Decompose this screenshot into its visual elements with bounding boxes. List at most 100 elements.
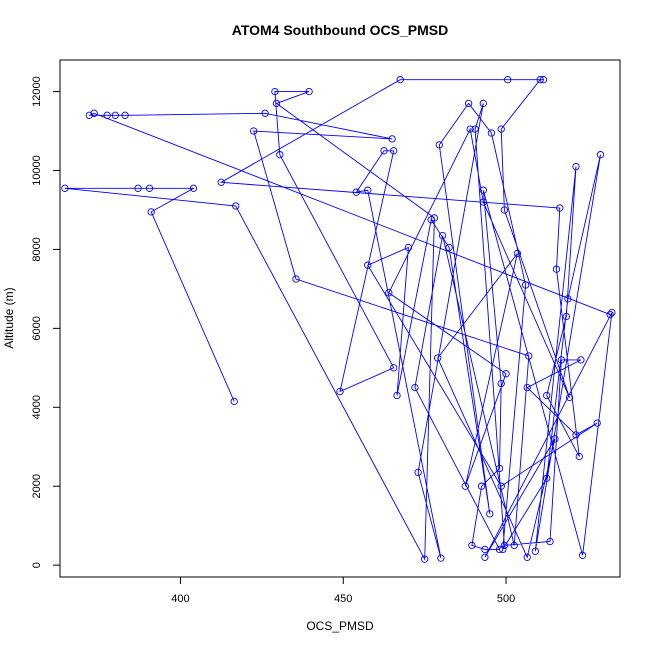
data-point xyxy=(437,554,445,562)
x-axis: 400 450 500 xyxy=(171,577,515,605)
data-point xyxy=(523,553,531,561)
data-point xyxy=(292,275,300,283)
data-point xyxy=(510,541,518,550)
data-point xyxy=(61,184,69,192)
data-point xyxy=(364,261,372,269)
data-point xyxy=(572,162,580,171)
data-point xyxy=(564,295,572,303)
data-point xyxy=(305,87,313,96)
data-point xyxy=(523,383,531,392)
data-point xyxy=(504,76,512,84)
data-point xyxy=(276,151,284,159)
data-point xyxy=(562,312,570,321)
data-point xyxy=(479,198,487,206)
data-point xyxy=(411,383,419,392)
data-point xyxy=(121,111,129,119)
data-point xyxy=(396,76,404,84)
data-point xyxy=(393,391,401,400)
data-point xyxy=(461,482,469,490)
data-point xyxy=(531,547,539,555)
data-point xyxy=(481,545,489,554)
y-tick-label: 8000 xyxy=(31,237,43,261)
data-point xyxy=(497,125,505,133)
y-tick-label: 2000 xyxy=(31,474,43,498)
data-point xyxy=(543,391,551,400)
y-axis: 0 2000 4000 6000 8000 10000 12000 xyxy=(31,76,60,568)
y-axis-label: Altitude (m) xyxy=(2,287,16,348)
data-point xyxy=(487,129,496,137)
data-point xyxy=(495,545,504,554)
data-point xyxy=(593,419,601,427)
data-point xyxy=(380,147,388,155)
data-point xyxy=(427,216,435,224)
data-point xyxy=(479,186,487,194)
data-point xyxy=(497,482,505,490)
y-tick-label: 4000 xyxy=(31,395,43,419)
data-point xyxy=(464,99,473,108)
data-point xyxy=(546,537,554,546)
data-point xyxy=(500,541,509,550)
data-point xyxy=(577,356,585,364)
y-tick-label: 0 xyxy=(31,562,43,568)
data-point xyxy=(606,310,614,319)
data-point xyxy=(232,202,240,210)
data-point xyxy=(477,482,486,490)
data-point xyxy=(404,243,413,252)
data-point xyxy=(435,141,443,149)
y-tick-label: 10000 xyxy=(31,155,43,186)
data-point xyxy=(502,370,510,378)
y-tick-label: 12000 xyxy=(31,76,43,107)
data-point xyxy=(364,186,372,194)
data-point xyxy=(608,308,616,317)
data-point xyxy=(466,125,474,133)
y-tick-label: 6000 xyxy=(31,316,43,340)
data-point xyxy=(414,468,422,477)
data-point xyxy=(250,127,258,135)
data-point xyxy=(230,397,238,406)
data-point xyxy=(272,99,281,108)
data-point xyxy=(438,231,447,240)
data-point xyxy=(500,206,509,214)
data-point xyxy=(497,379,505,388)
data-point xyxy=(565,393,574,402)
data-point xyxy=(521,281,530,289)
data-point xyxy=(499,545,507,554)
data-point xyxy=(390,147,398,155)
data-point xyxy=(543,474,551,482)
data-point xyxy=(552,265,561,273)
x-tick-label: 500 xyxy=(497,593,515,605)
data-point xyxy=(90,109,98,117)
data-point xyxy=(539,76,548,84)
x-axis-label: OCS_PMSD xyxy=(306,619,374,633)
data-point xyxy=(468,541,476,550)
data-point xyxy=(145,184,154,192)
data-point xyxy=(471,125,479,133)
data-point xyxy=(596,151,605,159)
data-point xyxy=(557,356,566,364)
series-layer xyxy=(61,76,616,563)
data-point xyxy=(261,109,269,117)
data-point xyxy=(481,553,489,561)
data-point xyxy=(336,387,344,396)
chart-title: ATOM4 Southbound OCS_PMSD xyxy=(232,22,448,38)
data-point xyxy=(352,188,360,196)
data-point xyxy=(486,510,494,518)
data-point xyxy=(147,208,155,216)
data-point xyxy=(421,555,429,563)
data-point xyxy=(134,184,142,192)
data-point xyxy=(572,431,580,439)
data-point xyxy=(513,249,522,258)
data-point xyxy=(111,111,119,119)
data-point xyxy=(445,243,453,252)
data-point xyxy=(578,551,587,559)
data-point xyxy=(390,364,398,372)
x-tick-label: 400 xyxy=(171,593,189,605)
data-point xyxy=(103,111,111,119)
data-point xyxy=(217,178,225,186)
data-point xyxy=(189,184,198,192)
data-point xyxy=(271,87,279,96)
x-tick-label: 450 xyxy=(334,593,352,605)
data-point xyxy=(575,452,583,461)
